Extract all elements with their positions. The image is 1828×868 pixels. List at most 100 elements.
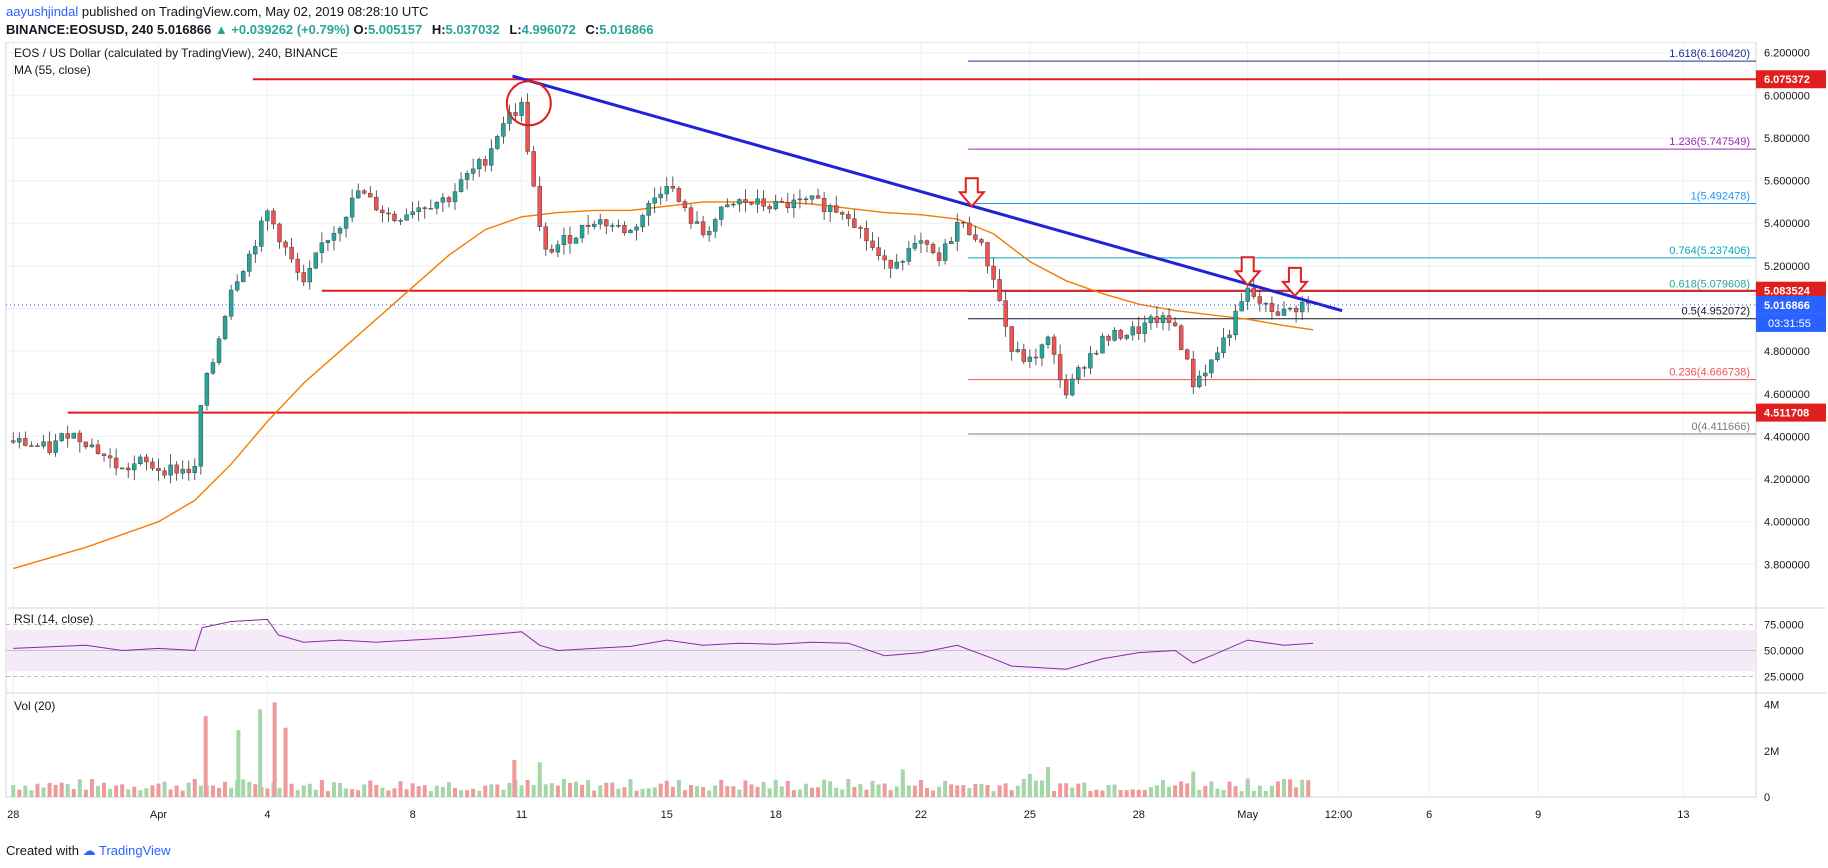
x-tick-label: 11: [516, 809, 527, 821]
volume-bar: [1300, 779, 1305, 797]
candle-body: [1299, 302, 1305, 313]
rsi-tick-label: 75.0000: [1764, 620, 1804, 632]
candle-body: [706, 231, 712, 236]
volume-bar: [1118, 790, 1123, 797]
volume-bar: [362, 784, 367, 797]
fib-level-label: 1.236(5.747549): [1669, 136, 1750, 148]
candle-body: [1057, 354, 1063, 381]
candle-body: [1009, 326, 1014, 352]
y-tick-label: 4.400000: [1764, 431, 1810, 443]
candle-body: [761, 198, 766, 207]
y-tick-label: 6.000000: [1764, 90, 1810, 102]
volume-bar: [495, 784, 500, 797]
candle-body: [29, 445, 34, 447]
candle-body: [712, 219, 718, 232]
candle-body: [682, 201, 688, 208]
volume-bar: [41, 787, 46, 797]
volume-bar: [501, 789, 506, 797]
candle-body: [319, 242, 325, 253]
volume-bar: [701, 787, 706, 797]
candle-body: [585, 224, 591, 227]
candle-body: [755, 198, 760, 205]
candle-body: [573, 237, 579, 244]
candle-body: [398, 220, 403, 222]
volume-bar: [586, 780, 591, 797]
last-price: 5.016866: [157, 22, 212, 37]
volume-bar: [1239, 791, 1244, 797]
y-tick-label: 5.800000: [1764, 133, 1810, 145]
candle-body: [162, 470, 167, 476]
candle-body: [1076, 367, 1081, 380]
volume-bar: [991, 791, 996, 797]
candle-body: [458, 179, 464, 192]
author-link[interactable]: aayushjindal: [6, 4, 79, 19]
fib-level-label: 0.764(5.237406): [1669, 245, 1750, 257]
x-tick-label: 8: [410, 809, 416, 821]
volume-bar: [258, 709, 263, 797]
candle-body: [991, 265, 996, 280]
volume-bar: [11, 784, 16, 797]
volume-bar: [325, 790, 330, 797]
candle-body: [241, 271, 246, 282]
candle-body: [404, 214, 409, 221]
volume-bar: [65, 784, 70, 797]
candle-body: [271, 210, 276, 225]
candle-body: [1293, 307, 1299, 313]
candle-body: [410, 211, 415, 215]
candle-body: [307, 267, 312, 283]
candle-body: [1039, 344, 1045, 359]
volume-bar: [1197, 789, 1202, 797]
candle-body: [89, 444, 95, 448]
volume-bar: [404, 789, 409, 797]
fib-level-label: 0.618(5.079608): [1669, 279, 1750, 291]
volume-bar: [695, 786, 700, 797]
candle-body: [101, 453, 107, 456]
candle-body: [83, 441, 89, 448]
candle-body: [113, 457, 119, 469]
volume-bar: [512, 760, 517, 797]
swing-high-circle: [505, 80, 552, 127]
price-chart[interactable]: 6.200000 6.000000 5.800000 5.600000 5.400000…: [0, 42, 1828, 840]
candle-body: [1045, 336, 1051, 345]
volume-bar: [791, 790, 796, 797]
volume-bar: [876, 784, 881, 797]
volume-bar: [465, 790, 470, 797]
volume-bar: [912, 785, 917, 797]
candle-body: [997, 279, 1002, 301]
volume-bar: [1033, 780, 1038, 797]
rsi-label: RSI (14, close): [14, 612, 93, 626]
volume-bar: [277, 787, 282, 797]
volume-bar: [35, 783, 40, 797]
candle-body: [834, 205, 839, 213]
volume-bar: [217, 787, 222, 797]
volume-bar: [797, 789, 802, 797]
volume-bar: [725, 786, 730, 797]
volume-bar: [1130, 789, 1135, 797]
candle-body: [634, 226, 639, 231]
tradingview-brand[interactable]: TradingView: [99, 843, 171, 858]
price-axis-tag: [1756, 70, 1826, 89]
fib-level-label: 0.5(4.952072): [1682, 306, 1751, 318]
volume-bar: [924, 788, 929, 797]
candle-body: [253, 246, 258, 255]
candle-body: [1112, 329, 1117, 341]
candle-body: [779, 201, 784, 203]
candle-body: [259, 220, 264, 247]
volume-bar: [1251, 790, 1256, 797]
candle-body: [119, 467, 125, 470]
price-axis-tag-label: 6.075372: [1764, 74, 1810, 86]
candle-body: [295, 258, 300, 273]
volume-bar: [289, 783, 294, 797]
candle-body: [144, 456, 149, 463]
candle-body: [948, 241, 954, 245]
candle-body: [1106, 335, 1111, 341]
publication-line: aayushjindal published on TradingView.co…: [6, 4, 429, 19]
volume-bar: [102, 782, 107, 797]
volume-bar: [755, 786, 760, 797]
candle-body: [23, 438, 28, 446]
volume-bar: [882, 783, 887, 797]
open-label: O:: [353, 22, 368, 37]
tradingview-logo-icon[interactable]: ☁: [82, 843, 96, 858]
candle-body: [1251, 287, 1256, 297]
rsi-line: [13, 618, 1314, 670]
